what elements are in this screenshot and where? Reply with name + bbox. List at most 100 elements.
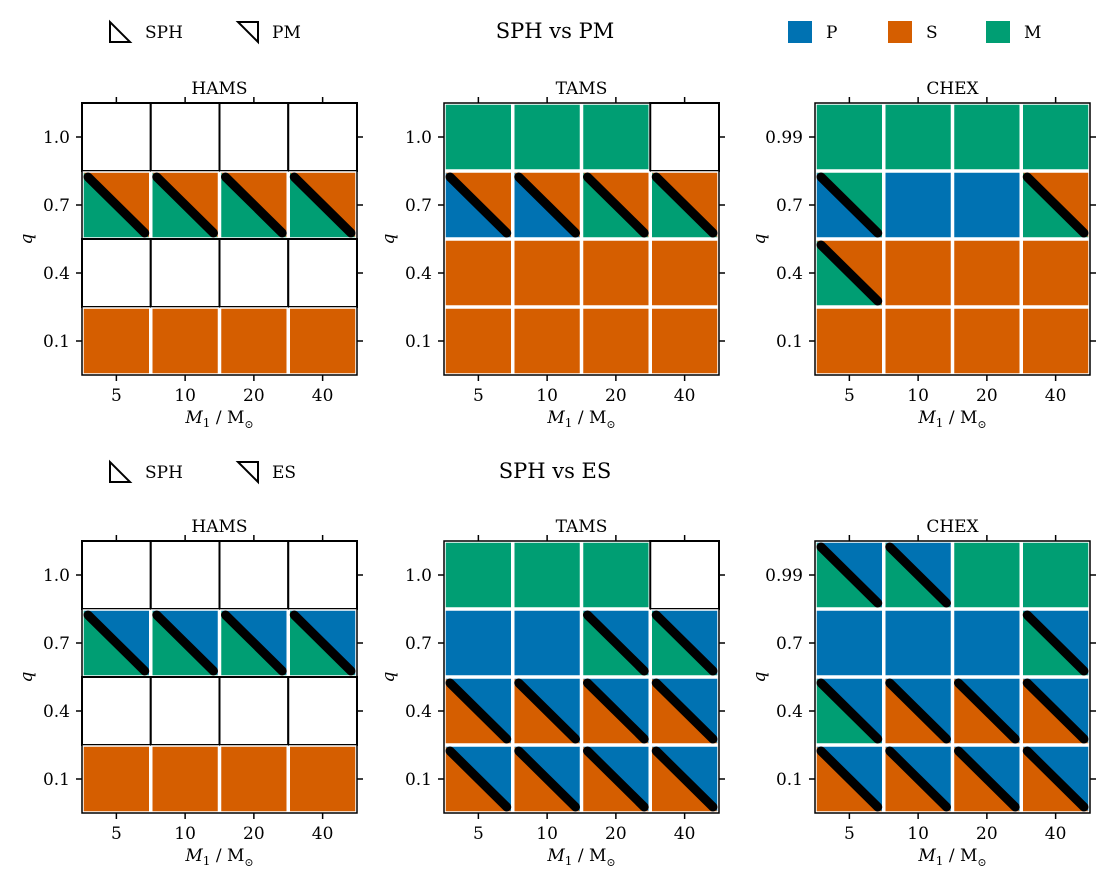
cell-diagonal [816,542,883,608]
y-tick-label: 1.0 [43,128,70,148]
cell-fill-M [581,103,650,171]
cell-border [581,609,650,677]
heatmap-cell [219,745,288,813]
empty-cell [287,676,358,746]
panel-0-0: HAMS 5 10 20 40 1.0 0.7 0.4 0.1 q M1 / M⊙ [17,79,363,431]
cell-fill-P [815,609,884,677]
empty-cell [287,102,358,172]
heatmap-cell [151,745,220,813]
cell-fill-S [650,307,719,375]
cell-diagonal [152,610,218,676]
heatmap-cell [815,103,884,171]
heatmap-cell [815,745,884,813]
heatmap-cell [287,102,358,172]
empty-cell [81,102,152,172]
y-tick-label: 0.4 [405,264,432,284]
cell-border [513,171,582,239]
y-tick-label: 0.7 [405,634,432,654]
y-tick-label: 0.7 [43,634,70,654]
heatmap-cell [952,541,1021,609]
cell-fill-S [581,239,650,307]
x-tick-label: 10 [536,824,558,844]
heatmap-cell [952,239,1021,307]
x-tick-label: 40 [1045,386,1067,406]
cell-fill-M [444,103,513,171]
heatmap-cell [288,307,357,375]
y-tick-label: 0.1 [43,770,70,790]
x-tick-label: 40 [312,824,334,844]
heatmap-cell [149,238,221,308]
y-tick-label: 1.0 [405,566,432,586]
heatmap-cell [513,541,582,609]
empty-cell [149,238,221,308]
cell-fill-M [513,103,582,171]
y-axis-label: q [17,671,37,682]
cell-border [815,239,884,307]
cell-diagonal [221,610,287,676]
heatmap-cell [219,171,288,239]
heatmap-cell [1021,677,1090,745]
heatmap-cell [581,745,650,813]
heatmap-cell [444,745,513,813]
empty-cell [218,540,290,610]
cell-fill-S [444,239,513,307]
x-tick-label: 20 [243,824,265,844]
empty-cell [149,540,221,610]
x-tick-label: 5 [111,386,122,406]
heatmap-cell [513,745,582,813]
heatmap-cell [952,677,1021,745]
heatmap-cell [151,171,220,239]
empty-cell [81,676,152,746]
axes-frame [81,540,358,814]
x-tick-label: 20 [243,386,265,406]
empty-cell [81,238,152,308]
y-tick-label: 1.0 [43,566,70,586]
heatmap-cell [952,171,1021,239]
x-tick-label: 5 [473,386,484,406]
cell-border [815,745,884,813]
panel-1-0: HAMS 5 10 20 40 1.0 0.7 0.4 0.1 q M1 / M⊙ [17,517,363,869]
x-axis-label: M1 / M⊙ [917,846,986,869]
heatmap-cell [1021,745,1090,813]
panel-title: TAMS [556,517,608,537]
heatmap-cell [650,677,719,745]
cell-fill-S [288,745,357,813]
y-tick-label: 0.1 [776,770,803,790]
split-legend: SPH PM [109,19,301,45]
empty-cell [218,238,290,308]
cell-fill-P [444,609,513,677]
cell-diagonal [289,610,356,676]
heatmap-cell [952,307,1021,375]
heatmap-cell [513,677,582,745]
heatmap-cell [1021,171,1090,239]
cell-fill-S [219,745,288,813]
cell-border [444,745,513,813]
heatmap-cell [444,677,513,745]
y-tick-label: 0.4 [43,264,70,284]
x-tick-label: 10 [907,824,929,844]
x-axis-label: M1 / M⊙ [546,846,615,869]
heatmap-cell [815,677,884,745]
cell-border [1021,745,1090,813]
panel-1-2: CHEX 5 10 20 40 0.99 0.7 0.4 0.1 q M1 / M⊙ [750,517,1096,869]
heatmap-cell [151,307,220,375]
heatmap-cell [444,239,513,307]
y-tick-label: 0.4 [43,702,70,722]
heatmap-cell [513,609,582,677]
cell-fill-S [815,307,884,375]
heatmap-cell [219,609,288,677]
heatmap-cell [444,541,513,609]
heatmap-cell [650,239,719,307]
heatmap-cell [513,171,582,239]
panel-title: TAMS [556,79,608,99]
heatmap-cell [81,676,152,746]
triangle-lower-left-icon [109,459,133,483]
heatmap-cell [513,239,582,307]
cell-diagonal [583,746,649,812]
y-axis-label: q [750,233,770,244]
y-axis-label: q [379,671,399,682]
x-tick-label: 20 [605,386,627,406]
heatmap-cell [884,171,953,239]
split-legend: SPH ES [109,459,296,485]
